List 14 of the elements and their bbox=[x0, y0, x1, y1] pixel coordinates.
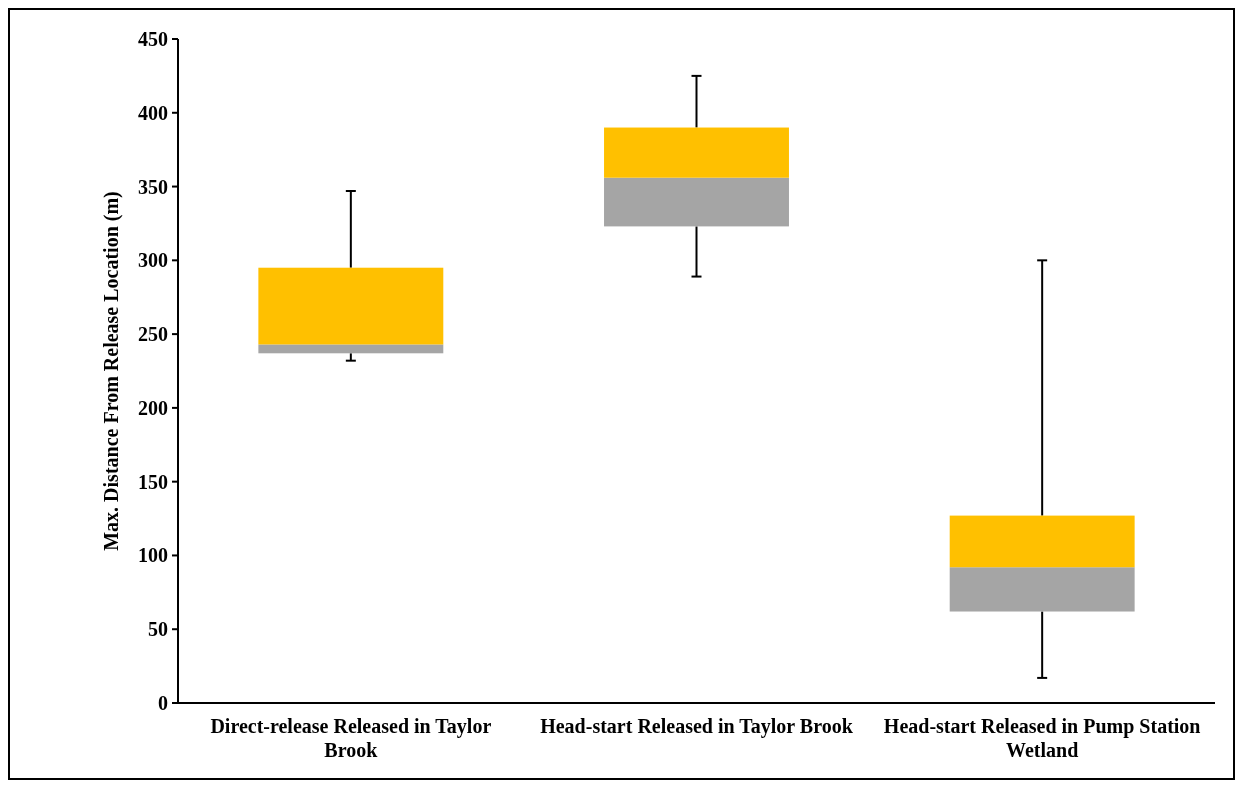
y-tick-label: 0 bbox=[158, 692, 168, 714]
y-tick-label: 350 bbox=[138, 175, 168, 198]
y-tick-label: 150 bbox=[138, 470, 168, 493]
y-tick-label: 100 bbox=[138, 544, 168, 567]
y-tick-label: 250 bbox=[138, 323, 168, 346]
x-tick-label: Direct-release Released in Taylor Brook bbox=[210, 715, 492, 761]
x-tick-label: Head-start Released in Pump Station Wetland bbox=[883, 715, 1201, 761]
x-tick-label: Head-start Released in Taylor Brook bbox=[540, 715, 854, 738]
y-axis-title: Max. Distance From Release Location (m) bbox=[100, 191, 123, 551]
y-tick-label: 300 bbox=[138, 249, 168, 272]
y-tick-label: 50 bbox=[148, 618, 168, 641]
y-tick-label: 400 bbox=[138, 101, 168, 124]
y-tick-label: 450 bbox=[138, 28, 168, 50]
y-tick-label: 200 bbox=[138, 396, 168, 419]
